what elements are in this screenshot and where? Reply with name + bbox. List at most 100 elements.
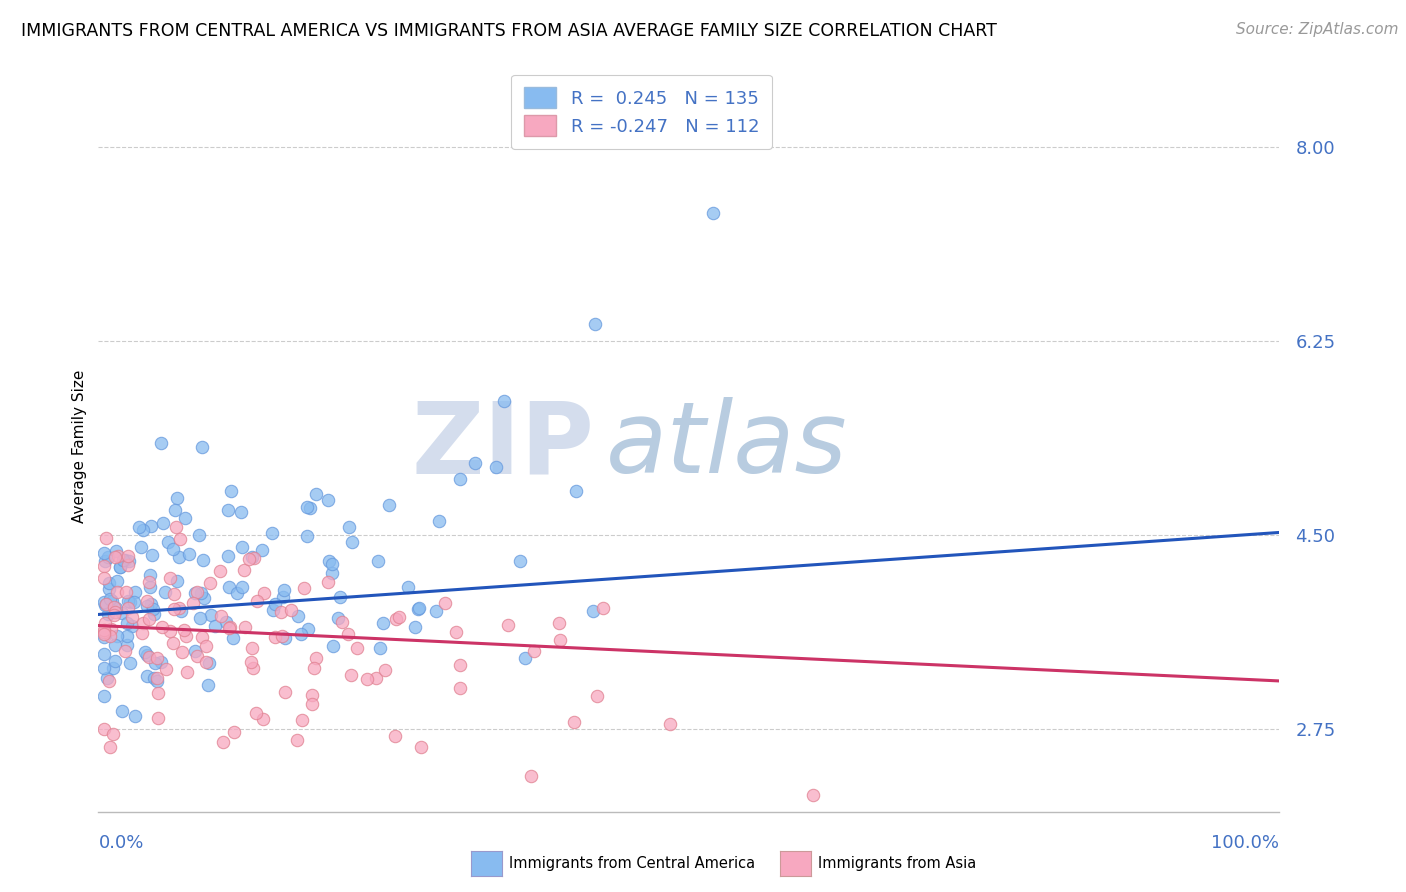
Point — [136, 648, 159, 662]
Point — [509, 554, 531, 568]
Point — [104, 549, 127, 564]
Point — [305, 487, 328, 501]
Point — [198, 656, 221, 670]
Point — [246, 594, 269, 608]
Point — [153, 584, 176, 599]
Point — [136, 668, 159, 682]
Point — [159, 571, 181, 585]
Point — [94, 598, 117, 612]
Point — [190, 586, 212, 600]
Point — [329, 590, 352, 604]
Point — [326, 611, 349, 625]
Point — [93, 595, 115, 609]
Point — [197, 678, 219, 692]
Point — [129, 540, 152, 554]
Point — [209, 609, 232, 624]
Point — [373, 616, 395, 631]
Point — [231, 580, 253, 594]
Point — [280, 603, 302, 617]
Point — [138, 575, 160, 590]
Point — [188, 528, 211, 542]
Point — [103, 599, 125, 614]
Point — [141, 548, 163, 562]
Point — [229, 505, 252, 519]
Point — [239, 655, 262, 669]
Point — [219, 620, 242, 634]
Point — [287, 608, 309, 623]
Point — [152, 620, 174, 634]
Point — [408, 601, 430, 615]
Point — [520, 769, 543, 783]
Point — [93, 624, 115, 638]
Point — [162, 542, 184, 557]
Point — [384, 729, 406, 743]
Point — [93, 661, 115, 675]
Point — [181, 596, 204, 610]
Point — [270, 605, 292, 619]
Point — [135, 594, 157, 608]
Point — [404, 620, 426, 634]
Point — [93, 627, 115, 641]
Point — [225, 586, 247, 600]
Point — [291, 713, 314, 727]
Point — [145, 656, 167, 670]
Point — [409, 739, 432, 754]
Point — [242, 661, 264, 675]
Point — [111, 704, 134, 718]
Point — [218, 621, 240, 635]
Point — [118, 595, 141, 609]
Point — [385, 612, 408, 626]
Point — [592, 601, 614, 615]
Point — [97, 607, 120, 622]
Point — [211, 734, 233, 748]
Point — [318, 554, 340, 568]
Point — [143, 671, 166, 685]
Point — [368, 641, 391, 656]
Point — [240, 550, 263, 565]
Point — [128, 520, 150, 534]
Point — [219, 484, 242, 499]
Point — [93, 571, 115, 585]
Point — [100, 594, 122, 608]
Point — [191, 630, 214, 644]
Point — [378, 498, 401, 512]
Point — [117, 616, 139, 631]
Point — [485, 460, 508, 475]
Point — [148, 685, 170, 699]
Point — [157, 534, 180, 549]
Point — [163, 587, 186, 601]
Point — [166, 491, 188, 505]
Point — [104, 600, 127, 615]
Point — [186, 585, 208, 599]
Point — [184, 644, 207, 658]
Text: Immigrants from Asia: Immigrants from Asia — [818, 856, 977, 871]
Point — [659, 717, 682, 731]
Point — [565, 483, 588, 498]
Point — [105, 629, 128, 643]
Point — [262, 603, 284, 617]
Point — [321, 566, 343, 581]
Point — [98, 582, 121, 597]
Point — [702, 206, 724, 220]
Point — [330, 615, 353, 629]
Point — [132, 523, 155, 537]
Point — [94, 597, 117, 611]
Point — [562, 714, 585, 729]
Point — [290, 627, 312, 641]
Point — [263, 630, 285, 644]
Point — [238, 552, 260, 566]
Point — [264, 598, 287, 612]
Point — [218, 580, 240, 594]
Point — [285, 732, 308, 747]
Point — [176, 665, 198, 680]
Point — [321, 557, 343, 571]
Point — [193, 553, 215, 567]
Point — [124, 585, 146, 599]
Point — [232, 563, 254, 577]
Point — [316, 492, 339, 507]
Point — [141, 598, 163, 612]
Point — [434, 596, 457, 610]
Point — [93, 648, 115, 662]
Point — [163, 503, 186, 517]
Point — [184, 586, 207, 600]
